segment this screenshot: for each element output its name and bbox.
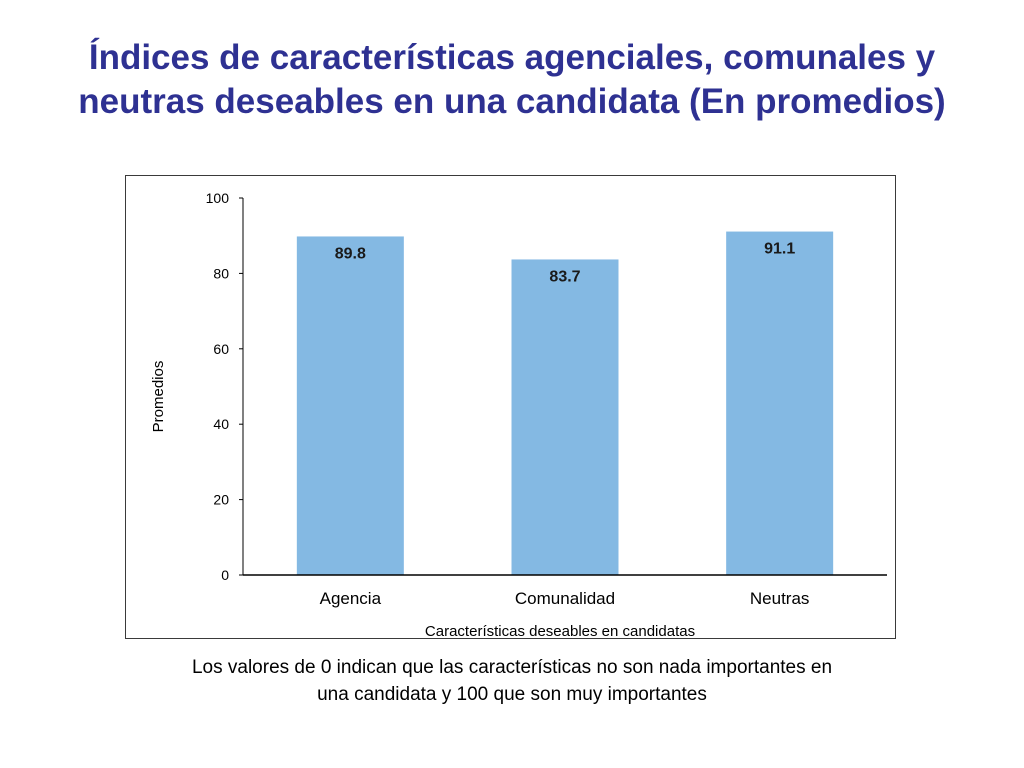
data-label-agencia: 89.8: [335, 245, 366, 262]
labels-layer: 89.8 Agencia 83.7 Comunalidad 91.1 Neutras 0 20…: [206, 190, 810, 608]
footnote-line-1: Los valores de 0 indican que las caracte…: [191, 657, 833, 678]
y-tick-label: 40: [213, 416, 229, 432]
x-tick-label-neutras: Neutras: [750, 589, 810, 608]
footnote: Los valores de 0 indican que las caracte…: [112, 654, 912, 708]
bar-agencia: [296, 236, 404, 576]
data-label-comunalidad: 83.7: [549, 268, 580, 285]
bar-chart: 89.8 Agencia 83.7 Comunalidad 91.1 Neutras 0 20…: [150, 190, 887, 640]
slide-title-text: Índices de características agenciales, c…: [78, 38, 946, 121]
y-tick-label: 20: [213, 492, 229, 508]
x-tick-label-comunalidad: Comunalidad: [515, 589, 615, 608]
x-tick-label-agencia: Agencia: [320, 589, 382, 608]
slide-title: Índices de características agenciales, c…: [40, 36, 984, 124]
chart-frame: 89.8 Agencia 83.7 Comunalidad 91.1 Neutras 0 20…: [125, 175, 896, 640]
data-label-neutras: 91.1: [764, 241, 795, 258]
footnote-line-2: una candidata y 100 que son muy importan…: [317, 684, 707, 705]
bar-comunalidad: [511, 259, 619, 575]
y-tick-label: 80: [213, 265, 229, 281]
y-tick-label: 0: [221, 567, 229, 583]
y-tick-label: 100: [206, 190, 230, 206]
x-axis-title: Características deseables en candidatas: [425, 623, 695, 640]
y-tick-label: 60: [213, 341, 229, 357]
bars-layer: [296, 231, 834, 576]
axes-layer: [239, 197, 887, 576]
bar-neutras: [726, 231, 834, 575]
y-axis-title: Promedios: [150, 361, 167, 433]
